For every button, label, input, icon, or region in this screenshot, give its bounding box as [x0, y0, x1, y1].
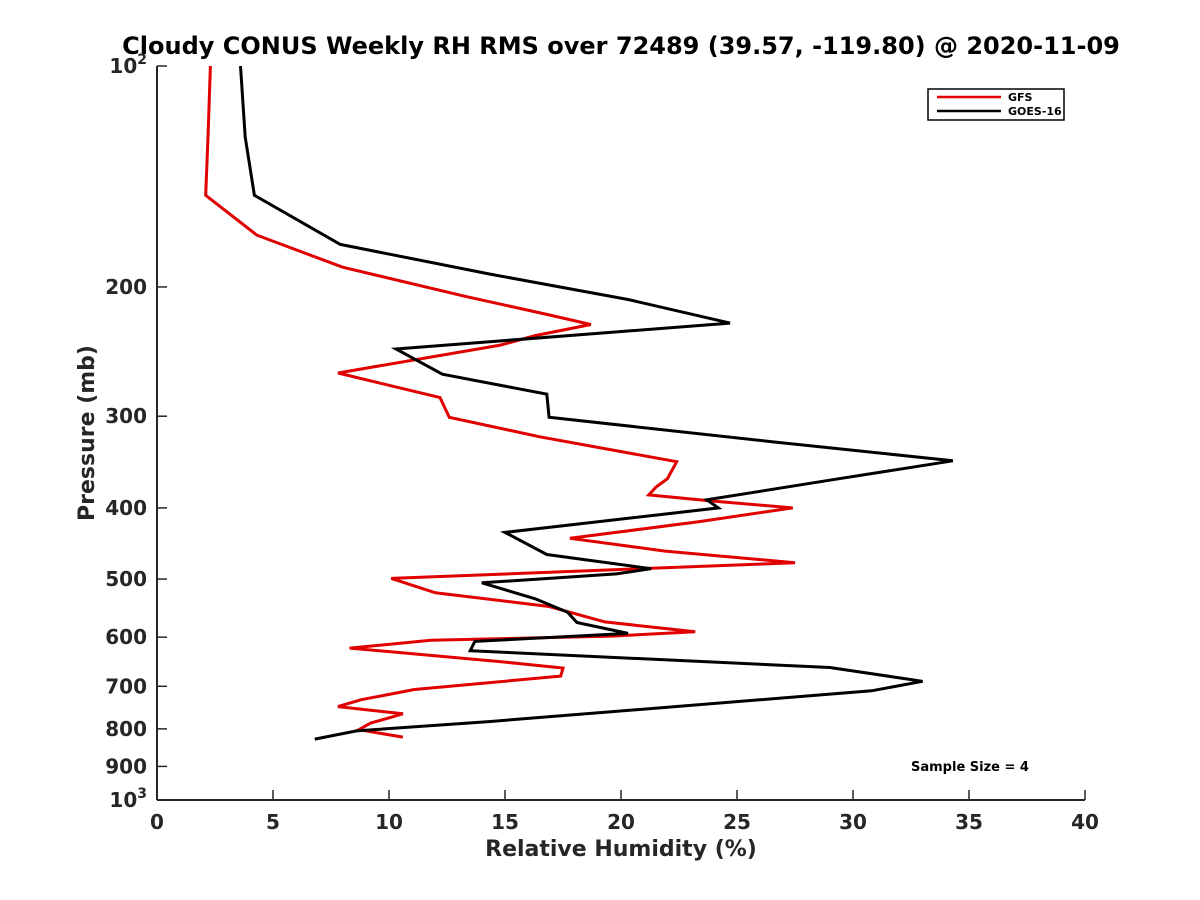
- y-axis-label: Pressure (mb): [75, 345, 100, 521]
- x-tick-label: 30: [839, 810, 867, 834]
- x-tick-label: 15: [491, 810, 519, 834]
- y-tick-label: 700: [105, 674, 147, 698]
- y-tick-label: 200: [105, 275, 147, 299]
- y-tick-label: 600: [105, 625, 147, 649]
- y-tick-label: 900: [105, 754, 147, 778]
- y-tick-base: 10: [109, 54, 137, 78]
- chart-title: Cloudy CONUS Weekly RH RMS over 72489 (3…: [122, 32, 1120, 60]
- x-axis-label: Relative Humidity (%): [485, 837, 757, 862]
- y-tick-exponent: 2: [137, 52, 147, 68]
- y-tick-label: 103: [109, 786, 147, 812]
- x-tick-label: 10: [375, 810, 403, 834]
- x-tick-label: 5: [266, 810, 280, 834]
- y-tick-label: 400: [105, 496, 147, 520]
- y-tick-base: 10: [109, 788, 137, 812]
- y-tick-label: 102: [109, 52, 147, 78]
- y-tick-label: 800: [105, 717, 147, 741]
- x-tick-label: 0: [150, 810, 164, 834]
- y-tick-exponent: 3: [137, 786, 147, 802]
- series-line-goes-16: [239, 65, 954, 741]
- legend-box: [927, 88, 1065, 121]
- y-tick-label: 500: [105, 567, 147, 591]
- x-tick-label: 25: [723, 810, 751, 834]
- series-line-gfs: [204, 65, 796, 739]
- legend-label: GOES-16: [1008, 105, 1062, 118]
- series-group: [204, 65, 954, 741]
- x-tick-label: 40: [1071, 810, 1099, 834]
- x-tick-label: 20: [607, 810, 635, 834]
- x-axis-ticks: 0 5 10 15 20 25 30 35 40: [150, 790, 1099, 834]
- legend-label: GFS: [1008, 91, 1033, 104]
- x-tick-label: 35: [955, 810, 983, 834]
- y-tick-label: 300: [105, 404, 147, 428]
- sample-size-annotation: Sample Size = 4: [911, 760, 1029, 775]
